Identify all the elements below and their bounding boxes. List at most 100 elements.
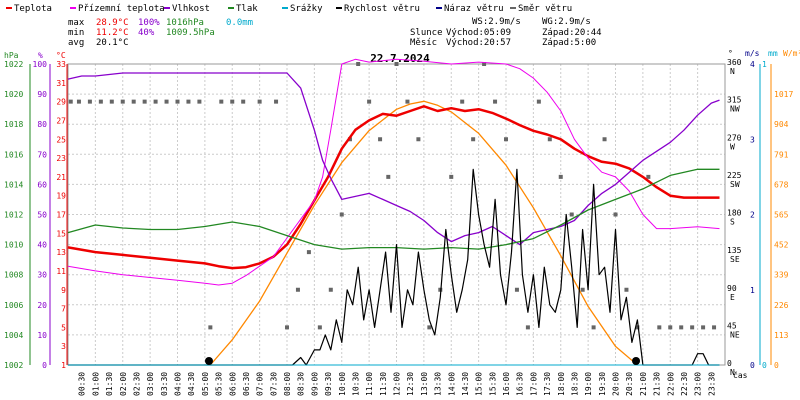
stat-value: 100% (138, 18, 160, 28)
legend-label: Vlhkost (172, 4, 210, 14)
wind-direction-point (657, 325, 662, 330)
wind-direction-point (306, 250, 311, 255)
wind-direction-point (367, 99, 372, 104)
wind-direction-point (405, 99, 410, 104)
wind-direction-point (602, 137, 607, 142)
direction-tick-label: SW (730, 180, 740, 189)
wind-direction-point (427, 325, 432, 330)
wind-direction-point (339, 212, 344, 217)
time-tick: 22:30 (680, 372, 689, 396)
humidity-tick: 100 (33, 60, 48, 69)
time-tick: 20:00 (612, 372, 621, 396)
sunset-marker (632, 357, 641, 365)
solar-axis-unit: W/m² (783, 49, 800, 58)
wind-tick: 1 (750, 286, 755, 295)
direction-tick: 45 (727, 321, 737, 330)
time-tick: 19:00 (584, 372, 593, 396)
wind-direction-point (438, 287, 443, 292)
time-tick: 11:30 (379, 372, 388, 396)
wind-direction-point (449, 174, 454, 179)
direction-tick: 90 (727, 284, 737, 293)
legend-label: Rychlost větru (344, 4, 420, 14)
solar-tick: 565 (774, 211, 789, 220)
wind-direction-point (668, 325, 673, 330)
temp-tick: 9 (61, 286, 66, 295)
time-tick: 13:30 (434, 372, 443, 396)
legend-label: Směr větru (518, 4, 572, 14)
chart-title: 22.7.2024 (370, 52, 430, 65)
wind-direction-point (317, 325, 322, 330)
wind-direction-point (98, 99, 103, 104)
wind-direction-point (378, 137, 383, 142)
time-tick: 02:00 (119, 372, 128, 396)
time-tick: 09:30 (324, 372, 333, 396)
wind-direction-point (536, 99, 541, 104)
temp-tick: 7 (61, 305, 66, 314)
wind-direction-point (120, 99, 125, 104)
direction-tick: 315 (727, 96, 742, 105)
humidity-tick: 0 (42, 361, 47, 370)
stat-value: avg (68, 38, 84, 48)
time-tick: 18:30 (570, 372, 579, 396)
legend-label: Srážky (290, 4, 323, 14)
temp-tick: 1 (61, 361, 66, 370)
stat-value: 11.2°C (96, 28, 129, 38)
wind-tick: 0 (750, 361, 755, 370)
wind-direction-point (164, 99, 169, 104)
solar-tick: 678 (774, 180, 789, 189)
wind-direction-point (241, 99, 246, 104)
rain-axis-unit: mm (768, 49, 778, 58)
time-tick: 03:00 (146, 372, 155, 396)
legend: Teplota Přízemní teplota Vlhkost Tlak Srážky… (6, 4, 572, 14)
wind-tick: 2 (750, 211, 755, 220)
direction-tick-label: E (730, 293, 735, 302)
rain-tick: 1 (762, 60, 767, 69)
solar-line (209, 100, 638, 366)
wind-speed-line (68, 168, 720, 366)
humidity-axis-unit: % (38, 51, 43, 60)
humidity-tick: 70 (37, 150, 47, 159)
solar-tick: 1017 (774, 90, 793, 99)
direction-tick-label: W (730, 142, 735, 151)
wind-direction-point (514, 287, 519, 292)
temp-tick: 15 (56, 229, 66, 238)
direction-tick-label: NE (730, 330, 740, 339)
wind-direction-point (257, 99, 262, 104)
time-tick: 08:00 (283, 372, 292, 396)
direction-tick-label: SE (730, 255, 740, 264)
time-tick: 00:30 (78, 372, 87, 396)
time-tick: 16:30 (516, 372, 525, 396)
wind-direction-point (493, 99, 498, 104)
stat-value: 0.0mm (226, 18, 253, 28)
wind-axis-unit: m/s (745, 49, 760, 58)
time-tick: 13:00 (420, 372, 429, 396)
wind-direction-point (219, 99, 224, 104)
temp-tick: 21 (56, 173, 66, 182)
time-tick: 14:00 (447, 372, 456, 396)
humidity-line (67, 72, 720, 246)
wind-direction-point (547, 137, 552, 142)
temp-tick: 23 (56, 154, 66, 163)
time-tick: 12:30 (406, 372, 415, 396)
solar-tick: 226 (774, 301, 789, 310)
time-tick: 08:30 (297, 372, 306, 396)
wind-direction-point (274, 99, 279, 104)
wind-tick: 4 (750, 60, 755, 69)
wind-direction-point (295, 287, 300, 292)
direction-tick-label: N (730, 368, 735, 377)
time-tick: 06:00 (228, 372, 237, 396)
stat-value: 1016hPa (166, 18, 204, 28)
time-tick: 05:30 (215, 372, 224, 396)
wind-direction-point (471, 137, 476, 142)
direction-tick-label: NW (730, 105, 740, 114)
wind-direction-point (76, 99, 81, 104)
wind-direction-point (558, 174, 563, 179)
temp-tick: 5 (61, 323, 66, 332)
wind-direction-point (87, 99, 92, 104)
time-axis-unit: čas (733, 370, 748, 380)
direction-tick: 180 (727, 209, 742, 218)
astro-text: WG:2.9m/s (542, 17, 591, 27)
wind-direction-point (153, 99, 158, 104)
pressure-line (67, 168, 720, 250)
